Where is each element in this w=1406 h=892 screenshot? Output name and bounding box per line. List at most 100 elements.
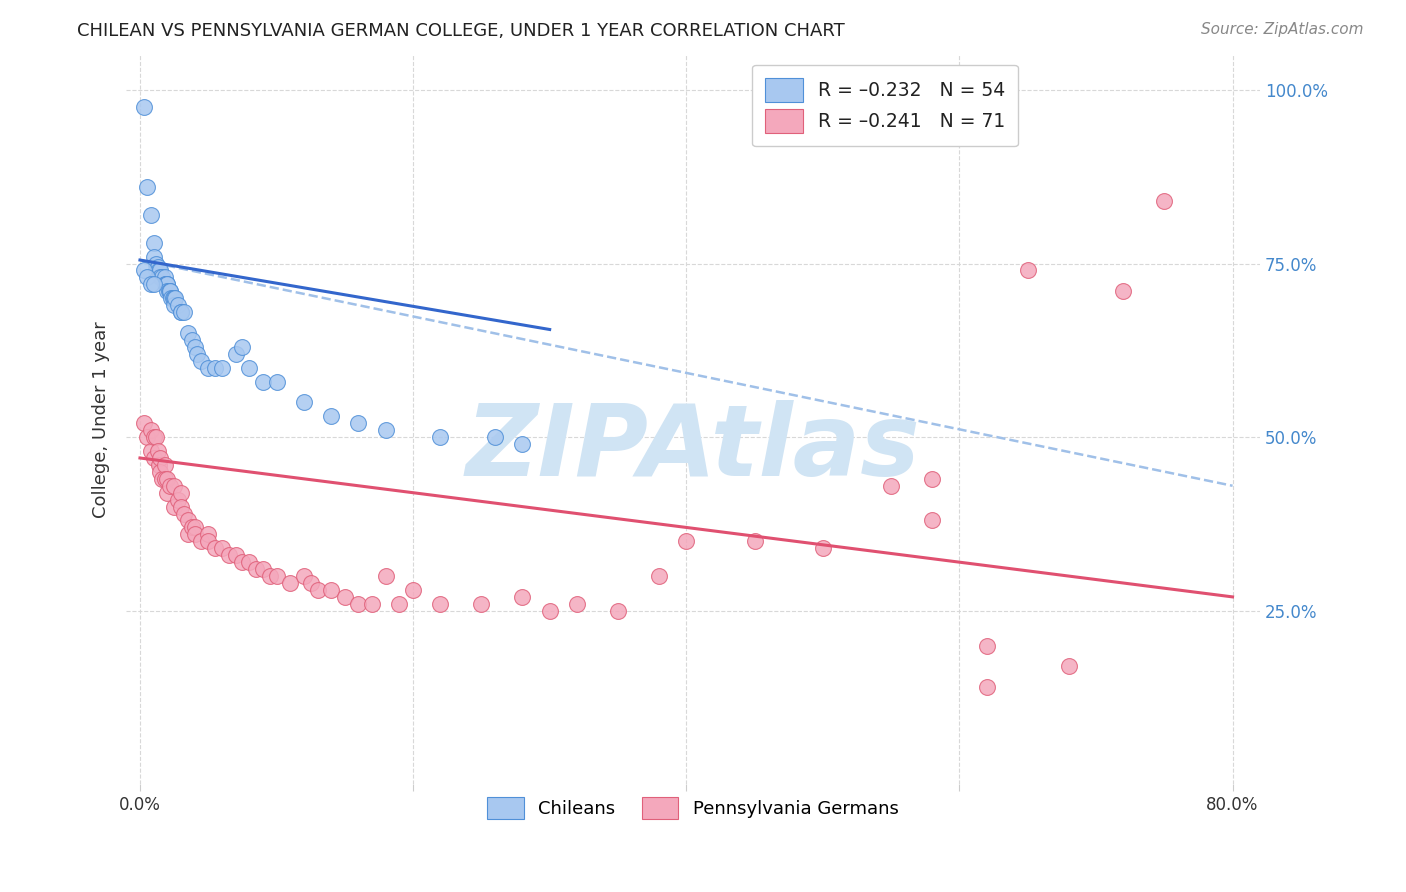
Point (139, 423, 162, 437)
Point (132, 263, 155, 277)
Point (163, 298, 186, 312)
Point (204, 360, 226, 375)
Point (146, 260, 169, 274)
Point (266, 569, 288, 583)
Point (142, 277, 165, 292)
Point (153, 472, 176, 486)
Point (921, 514, 943, 528)
Point (186, 347, 208, 361)
Point (149, 450, 172, 465)
Point (173, 305, 195, 319)
Point (197, 527, 219, 541)
Point (307, 582, 329, 597)
Point (180, 520, 202, 534)
Point (292, 395, 315, 409)
Point (880, 479, 903, 493)
Point (155, 277, 177, 292)
Point (159, 479, 181, 493)
Point (190, 534, 212, 549)
Point (183, 527, 205, 541)
Point (177, 514, 200, 528)
Point (148, 458, 170, 472)
Point (347, 597, 370, 611)
Point (132, 100, 155, 114)
Point (225, 548, 247, 562)
Point (976, 639, 998, 653)
Point (388, 597, 411, 611)
Point (156, 277, 179, 292)
Point (225, 347, 247, 361)
Text: CHILEAN VS PENNSYLVANIA GERMAN COLLEGE, UNDER 1 YEAR CORRELATION CHART: CHILEAN VS PENNSYLVANIA GERMAN COLLEGE, … (77, 22, 845, 40)
Point (170, 305, 193, 319)
Point (156, 285, 179, 299)
Point (167, 492, 190, 507)
Point (145, 263, 167, 277)
Point (146, 444, 169, 458)
Point (160, 291, 183, 305)
Point (145, 430, 167, 444)
Point (231, 340, 253, 354)
Point (163, 479, 186, 493)
Point (156, 485, 179, 500)
Point (132, 417, 155, 431)
Point (173, 507, 195, 521)
Point (333, 590, 356, 604)
Point (231, 555, 253, 569)
Point (1153, 194, 1175, 208)
Point (153, 277, 176, 292)
Point (259, 569, 281, 583)
Point (177, 326, 200, 340)
Point (149, 270, 172, 285)
Point (142, 250, 165, 264)
Point (162, 291, 184, 305)
Point (197, 360, 219, 375)
Point (252, 562, 274, 576)
Point (183, 520, 205, 534)
Point (170, 485, 193, 500)
Point (607, 604, 630, 618)
Point (163, 500, 186, 514)
Point (159, 285, 181, 299)
Point (321, 409, 343, 424)
Point (167, 298, 190, 312)
Point (374, 423, 396, 437)
Point (429, 597, 451, 611)
Point (565, 597, 588, 611)
Point (190, 353, 212, 368)
Point (347, 417, 370, 431)
Point (238, 555, 260, 569)
Point (142, 430, 165, 444)
Point (204, 541, 226, 556)
Point (976, 680, 998, 694)
Legend: Chileans, Pennsylvania Germans: Chileans, Pennsylvania Germans (481, 790, 905, 827)
Point (153, 270, 176, 285)
Point (142, 450, 165, 465)
Point (149, 263, 172, 277)
Point (163, 291, 186, 305)
Point (252, 375, 274, 389)
Point (197, 534, 219, 549)
Point (299, 576, 322, 591)
Y-axis label: College, Under 1 year: College, Under 1 year (93, 321, 110, 518)
Point (139, 444, 162, 458)
Point (156, 277, 179, 292)
Point (180, 333, 202, 347)
Point (512, 590, 534, 604)
Point (177, 527, 200, 541)
Point (139, 208, 162, 222)
Point (142, 235, 165, 250)
Point (648, 569, 671, 583)
Text: ZIPAtlas: ZIPAtlas (465, 401, 921, 498)
Point (278, 576, 301, 591)
Point (245, 562, 267, 576)
Point (139, 277, 162, 292)
Point (157, 285, 180, 299)
Point (170, 500, 193, 514)
Point (159, 285, 181, 299)
Point (183, 340, 205, 354)
Point (148, 263, 170, 277)
Point (512, 437, 534, 451)
Point (484, 430, 506, 444)
Point (211, 541, 233, 556)
Point (156, 472, 179, 486)
